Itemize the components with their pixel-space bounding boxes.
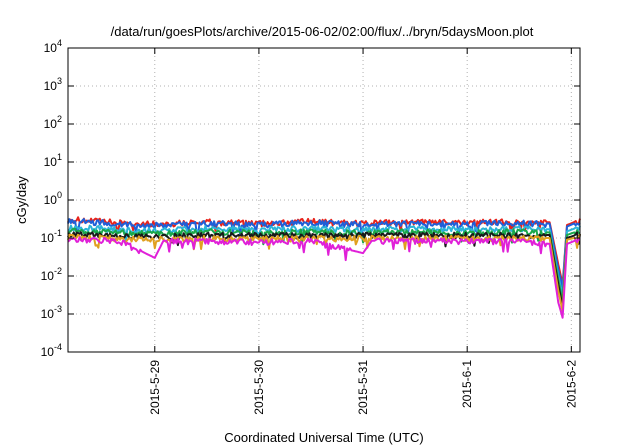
series-line	[67, 218, 581, 289]
grid	[68, 48, 580, 352]
y-tick-label: 102	[44, 114, 62, 131]
y-tick-label: 10-3	[41, 304, 62, 321]
x-tick-label: 2015-6-2	[564, 360, 578, 408]
y-axis: 10-4 10-3 10-2 10-1 100 101 102 103 104	[41, 38, 580, 359]
y-axis-label: cGy/day	[14, 176, 29, 224]
y-tick-label: 10-4	[41, 342, 62, 359]
x-axis: 2015-5-29 2015-5-30 2015-5-31 2015-6-1 2015-…	[148, 48, 578, 415]
y-tick-label: 10-1	[41, 228, 62, 245]
series-line	[67, 227, 581, 304]
y-tick-label: 100	[44, 190, 62, 207]
series-line	[67, 233, 581, 312]
chart-title: /data/run/goesPlots/archive/2015-06-02/0…	[111, 24, 534, 39]
series-layer	[67, 216, 581, 319]
x-axis-label: Coordinated Universal Time (UTC)	[224, 430, 423, 445]
y-tick-label: 101	[44, 152, 62, 169]
series-line	[67, 224, 581, 297]
series-line	[67, 236, 581, 319]
y-tick-label: 10-2	[41, 266, 62, 283]
x-tick-label: 2015-5-31	[356, 360, 370, 415]
x-tick-label: 2015-5-29	[148, 360, 162, 415]
x-tick-label: 2015-5-30	[252, 360, 266, 415]
x-tick-label: 2015-6-1	[460, 360, 474, 408]
y-tick-label: 104	[44, 38, 62, 55]
y-tick-label: 103	[44, 76, 62, 93]
